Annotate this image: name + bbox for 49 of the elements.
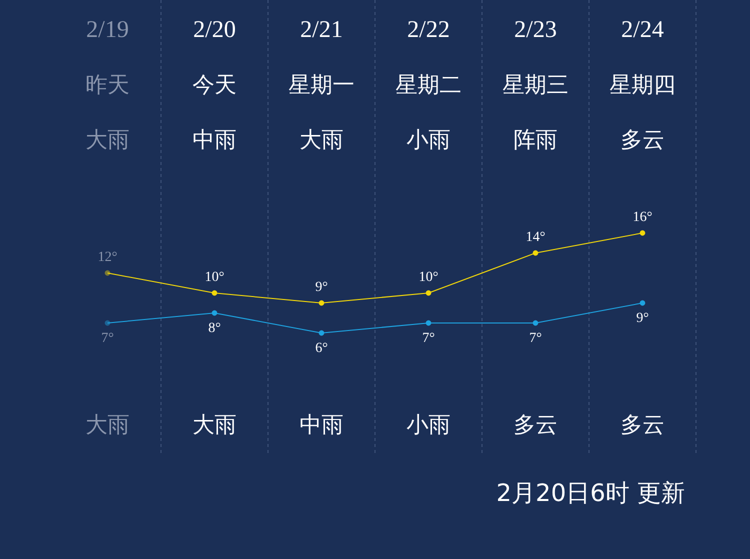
point: [640, 300, 646, 306]
data-label: 10°: [204, 270, 224, 285]
x-tick-label: 2/20: [193, 17, 236, 43]
point: [318, 330, 324, 336]
text: 星期三: [502, 73, 568, 98]
text: 星期四: [610, 73, 676, 98]
data-label: 10°: [418, 270, 438, 285]
point: [212, 310, 218, 316]
point: [426, 290, 432, 296]
text: 昨天: [86, 73, 130, 98]
text: 星期一: [288, 73, 354, 98]
text: 大雨: [300, 128, 344, 153]
point: [426, 320, 432, 326]
x-tick-label: 2/22: [407, 17, 450, 43]
text: 阵雨: [514, 128, 558, 153]
text: 星期二: [396, 73, 462, 98]
text: 中雨: [300, 413, 344, 438]
data-label: 14°: [526, 230, 546, 245]
text: 多云: [514, 413, 558, 438]
text: 大雨: [86, 413, 130, 438]
point: [640, 230, 646, 236]
x-tick-label: 2/19: [86, 17, 129, 43]
data-label: 9°: [315, 280, 328, 295]
data-label: 6°: [315, 341, 328, 356]
data-label: 16°: [632, 210, 652, 225]
data-label: 7°: [529, 331, 542, 346]
x-tick-label: 2/21: [300, 17, 343, 43]
text: 2月20日6时 更新: [496, 479, 685, 507]
x-tick-label: 2/24: [621, 17, 664, 43]
text: 小雨: [406, 413, 450, 438]
point: [318, 300, 324, 306]
data-label: 7°: [422, 331, 435, 346]
data-label: 9°: [636, 311, 649, 326]
x-tick-label: 2/23: [514, 17, 557, 43]
point: [532, 320, 538, 326]
text: 大雨: [192, 413, 236, 438]
point: [212, 290, 218, 296]
data-label: 7°: [101, 331, 114, 346]
data-label: 12°: [98, 250, 118, 265]
text: 多云: [620, 413, 664, 438]
text: 小雨: [406, 128, 450, 153]
data-label: 8°: [208, 321, 221, 336]
text: 中雨: [192, 128, 236, 153]
text: 大雨: [86, 128, 130, 153]
text: 多云: [620, 128, 664, 153]
point: [104, 270, 110, 276]
point: [104, 320, 110, 326]
text: 今天: [192, 73, 236, 98]
point: [532, 250, 538, 256]
